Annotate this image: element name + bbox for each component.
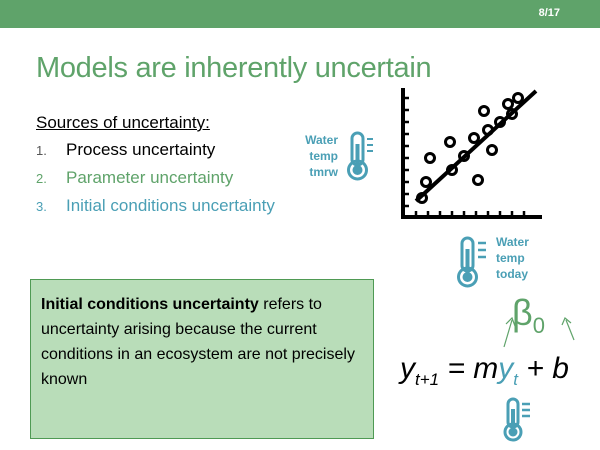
arrows-icon: [503, 316, 575, 348]
water-temp-today-label: Water temp today: [496, 235, 529, 281]
thermometer-icon: [503, 397, 530, 442]
beta-symbol: β0: [512, 292, 545, 339]
y-t-term: yt: [498, 352, 519, 389]
definition-box: Initial conditions uncertainty refers to…: [30, 279, 374, 439]
model-equation: yt+1 = myt + b: [400, 352, 569, 389]
scatter-plot-icon: [401, 88, 542, 219]
water-temp-tmrw-label: Water temp tmrw: [305, 133, 338, 179]
list-item: 3. Initial conditions uncertainty: [36, 196, 275, 215]
slide-header-bar: 8/17: [0, 0, 600, 28]
page-number: 8/17: [538, 7, 560, 19]
thermometer-icon: [457, 236, 486, 288]
uncertainty-list: 1. Process uncertainty 2. Parameter uncert…: [36, 140, 275, 224]
list-item: 2. Parameter uncertainty: [36, 168, 234, 187]
sources-heading: Sources of uncertainty:: [36, 113, 210, 132]
definition-term: Initial conditions uncertainty: [41, 296, 259, 313]
definition-text: refers to uncertainty arising because th…: [41, 296, 355, 388]
list-item: 1. Process uncertainty: [36, 140, 216, 159]
thermometer-icon: [347, 131, 373, 181]
slide-title: Models are inherently uncertain: [36, 52, 432, 84]
